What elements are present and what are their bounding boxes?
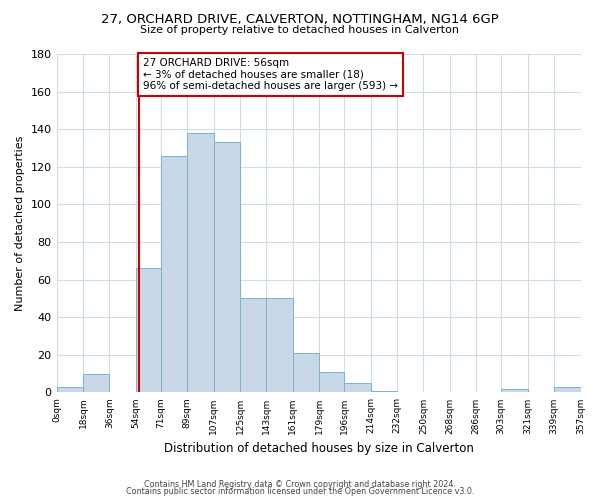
Bar xyxy=(240,298,266,392)
Bar xyxy=(161,156,187,392)
Text: 27 ORCHARD DRIVE: 56sqm
← 3% of detached houses are smaller (18)
96% of semi-det: 27 ORCHARD DRIVE: 56sqm ← 3% of detached… xyxy=(143,58,398,91)
Bar xyxy=(293,353,319,393)
Bar xyxy=(554,387,581,392)
Bar xyxy=(371,390,397,392)
Bar xyxy=(501,388,527,392)
Bar xyxy=(56,387,83,392)
Bar xyxy=(319,372,344,392)
Bar xyxy=(83,374,109,392)
Y-axis label: Number of detached properties: Number of detached properties xyxy=(15,136,25,311)
Text: Contains HM Land Registry data © Crown copyright and database right 2024.: Contains HM Land Registry data © Crown c… xyxy=(144,480,456,489)
Text: Size of property relative to detached houses in Calverton: Size of property relative to detached ho… xyxy=(140,25,460,35)
Text: 27, ORCHARD DRIVE, CALVERTON, NOTTINGHAM, NG14 6GP: 27, ORCHARD DRIVE, CALVERTON, NOTTINGHAM… xyxy=(101,12,499,26)
X-axis label: Distribution of detached houses by size in Calverton: Distribution of detached houses by size … xyxy=(164,442,473,455)
Bar xyxy=(214,142,240,392)
Bar xyxy=(344,383,371,392)
Text: Contains public sector information licensed under the Open Government Licence v3: Contains public sector information licen… xyxy=(126,488,474,496)
Bar xyxy=(136,268,161,392)
Bar xyxy=(266,298,293,392)
Bar xyxy=(187,133,214,392)
